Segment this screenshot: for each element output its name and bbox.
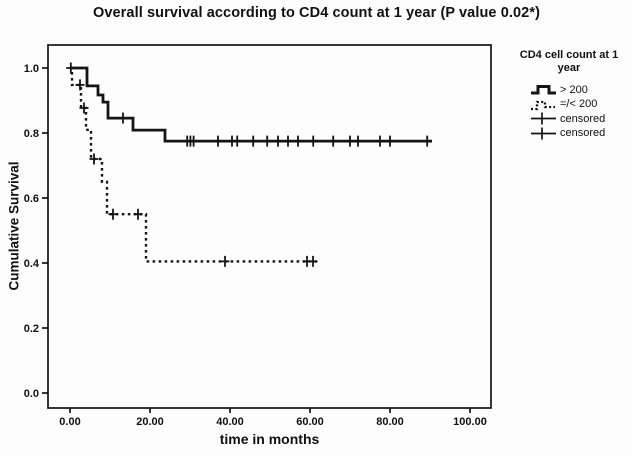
legend-entry-label: > 200 (560, 83, 588, 96)
legend-entry-label: censored (560, 127, 606, 140)
y-tick-label: 0.4 (24, 258, 40, 270)
censor-mark (108, 208, 118, 220)
legend-entry-label: censored (560, 112, 606, 125)
legend-title: CD4 cell count at 1 year (519, 49, 619, 75)
survival-curve-gt200 (70, 66, 432, 143)
censor-mark (66, 62, 76, 74)
x-tick-label: 80.00 (376, 416, 404, 428)
censor-mark (293, 135, 303, 147)
censor-mark (422, 135, 432, 147)
y-axis-title: Cumulative Survival (6, 161, 22, 291)
legend-solid-step-icon (531, 85, 556, 95)
censor-mark (118, 112, 128, 124)
x-tick-label: 20.00 (136, 416, 164, 428)
censor-mark (273, 135, 283, 147)
censor-cross-icon (531, 112, 556, 125)
censor-mark (89, 153, 99, 165)
censor-cross-icon (531, 127, 556, 140)
x-axis-title: time in months (219, 431, 320, 447)
censor-mark (375, 135, 385, 147)
censor-mark (308, 135, 318, 147)
y-tick-label: 1.0 (24, 63, 39, 75)
censor-mark (345, 135, 355, 147)
censor-mark (213, 135, 223, 147)
censor-mark (189, 135, 199, 147)
censor-mark (353, 135, 363, 147)
legend-entry: > 200 (506, 82, 632, 97)
plot-frame (47, 44, 492, 409)
censor-mark (385, 135, 395, 147)
chart-title: Overall survival according to CD4 count … (92, 5, 541, 21)
censor-mark (262, 135, 272, 147)
censor-mark (79, 102, 89, 114)
legend-entries: > 200 =/< 200 censored censored (506, 82, 632, 140)
censor-mark (220, 255, 230, 267)
y-tick-label: 0.0 (24, 388, 39, 400)
x-tick-label: 100.00 (453, 416, 487, 428)
legend-entry-label: =/< 200 (560, 98, 598, 111)
y-tick-label: 0.2 (24, 323, 39, 335)
solid-step-icon (531, 85, 556, 95)
x-tick-label: 60.00 (296, 416, 324, 428)
legend-entry: censored (506, 111, 632, 126)
x-tick-label: 40.00 (216, 416, 244, 428)
legend: CD4 cell count at 1 year > 200 =/< 200 cen… (506, 49, 632, 140)
y-tick-label: 0.6 (24, 193, 39, 205)
survival-curve-le200 (70, 66, 318, 263)
censor-mark (308, 255, 318, 267)
legend-dotted-step-icon (531, 100, 555, 110)
censor-mark (328, 135, 338, 147)
censor-mark (232, 135, 242, 147)
legend-entry: censored (506, 126, 632, 141)
censor-mark (75, 79, 85, 91)
dotted-step-icon (531, 100, 555, 110)
censor-mark (248, 135, 258, 147)
censor-mark (283, 135, 293, 147)
y-tick-label: 0.8 (24, 128, 39, 140)
x-tick-label: 0.00 (59, 416, 80, 428)
legend-entry: =/< 200 (506, 97, 632, 112)
censor-mark (133, 208, 143, 220)
